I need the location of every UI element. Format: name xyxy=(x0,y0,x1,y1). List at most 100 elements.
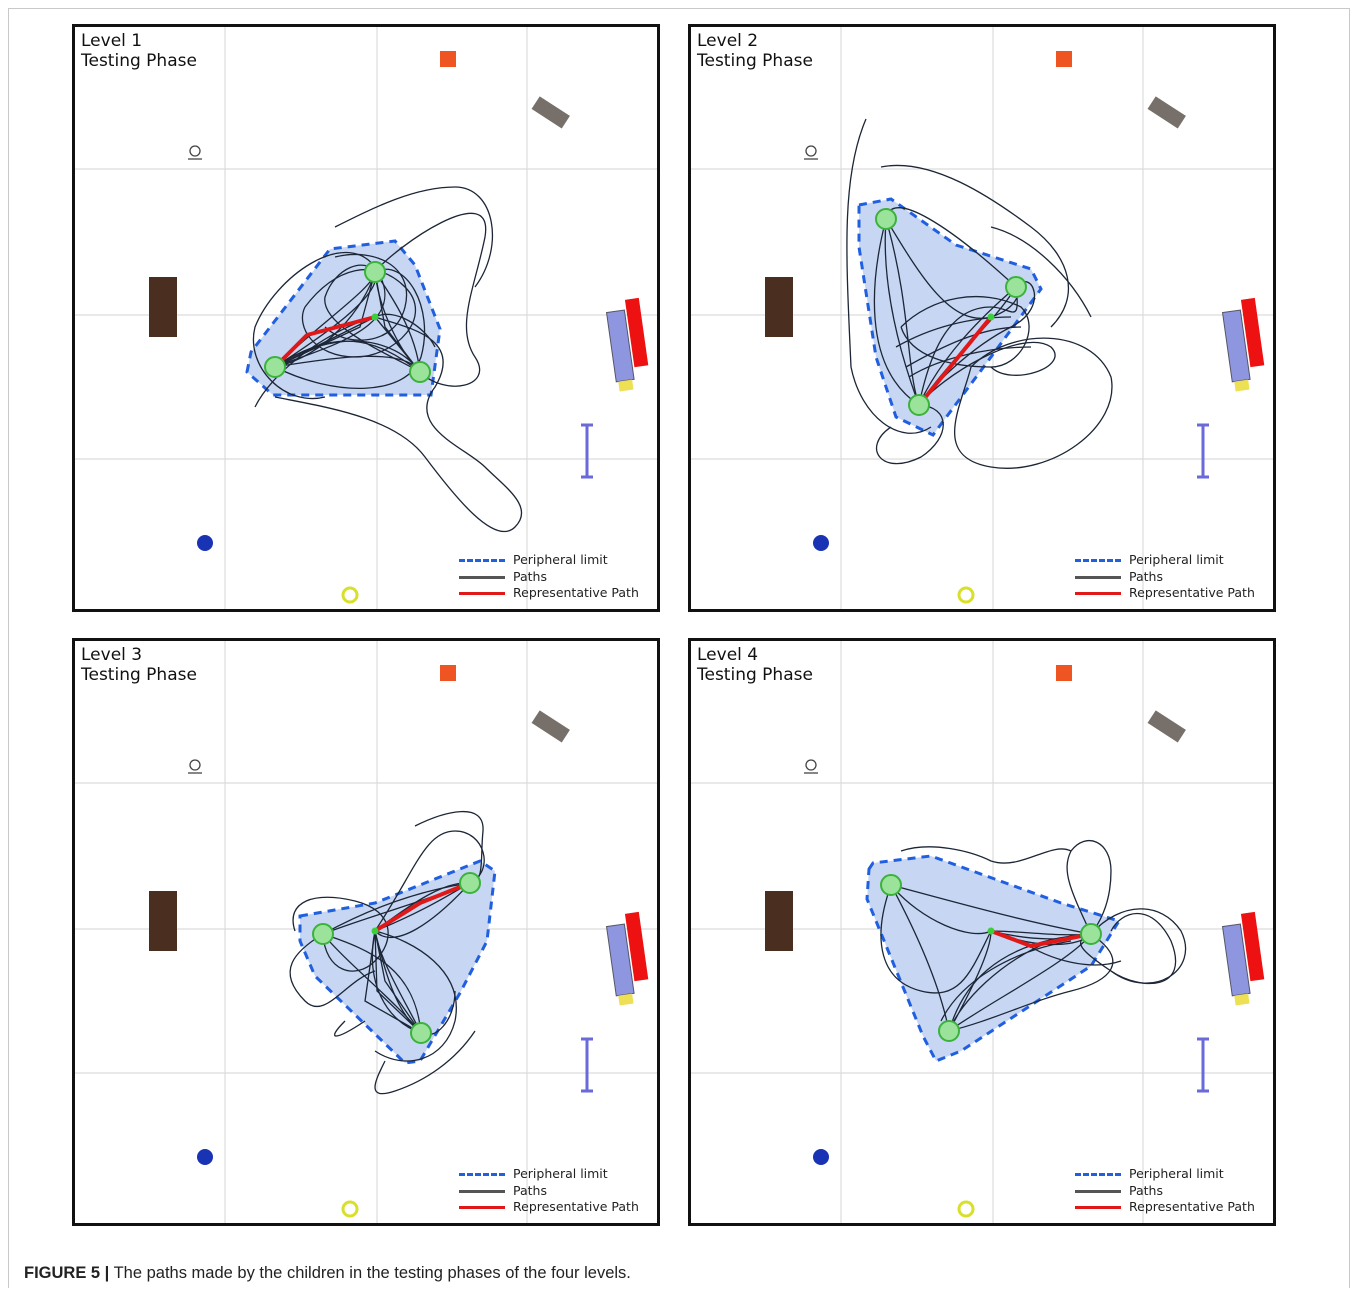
target-marker-icon xyxy=(264,356,286,378)
legend: Peripheral limit Paths Representative Pa… xyxy=(1075,552,1255,602)
target-marker-icon xyxy=(410,1022,432,1044)
start-point xyxy=(987,313,995,321)
blue-red-shelf-icon xyxy=(1221,911,1265,1006)
start-point xyxy=(371,313,379,321)
legend-label: Paths xyxy=(1129,568,1163,584)
lamp-icon xyxy=(804,759,818,774)
lamp-icon xyxy=(804,145,818,160)
legend-paths: Paths xyxy=(459,569,639,586)
legend-label: Paths xyxy=(513,1182,547,1198)
grey-bench-icon xyxy=(1147,710,1186,743)
legend-label: Peripheral limit xyxy=(513,552,608,567)
phase-label: Testing Phase xyxy=(81,51,197,71)
peripheral-limit xyxy=(298,859,497,1065)
blue-dot-icon xyxy=(197,535,213,551)
legend-peripheral: Peripheral limit xyxy=(1075,1166,1255,1183)
grey-bench-icon xyxy=(531,710,570,743)
representative-path xyxy=(990,929,1092,949)
legend-label: Peripheral limit xyxy=(1129,1166,1224,1181)
yellow-ring-icon xyxy=(957,1200,975,1218)
representative-path xyxy=(917,315,993,407)
legend-peripheral: Peripheral limit xyxy=(1075,552,1255,569)
phase-label: Testing Phase xyxy=(697,665,813,685)
peripheral-swatch xyxy=(459,1173,505,1176)
landmarks xyxy=(149,665,649,1218)
peripheral-swatch xyxy=(1075,559,1121,562)
representative-path xyxy=(273,315,376,369)
target-marker-icon xyxy=(364,261,386,283)
panel-title: Level 3 Testing Phase xyxy=(81,645,197,685)
panel-level-2: Level 2 Testing Phase Peripheral limit P… xyxy=(688,24,1276,612)
panel-title: Level 1 Testing Phase xyxy=(81,31,197,71)
yellow-ring-icon xyxy=(957,586,975,604)
phase-label: Testing Phase xyxy=(81,665,197,685)
orange-block-icon xyxy=(1056,665,1072,681)
lamp-icon xyxy=(188,759,202,774)
target-marker-icon xyxy=(875,208,897,230)
representative-swatch xyxy=(459,592,505,595)
landmarks xyxy=(149,51,649,604)
target-markers xyxy=(312,872,481,1044)
orange-block-icon xyxy=(440,665,456,681)
representative-swatch xyxy=(1075,592,1121,595)
blue-barrier-icon xyxy=(1197,1037,1209,1093)
children-paths xyxy=(846,118,1113,469)
level-label: Level 4 xyxy=(697,645,759,665)
peripheral-swatch xyxy=(1075,1173,1121,1176)
level-label: Level 1 xyxy=(81,31,143,51)
target-marker-icon xyxy=(1080,923,1102,945)
target-marker-icon xyxy=(938,1020,960,1042)
paths-swatch xyxy=(459,575,505,579)
blue-red-shelf-icon xyxy=(605,297,649,392)
legend-label: Representative Path xyxy=(513,1199,639,1214)
target-marker-icon xyxy=(1005,276,1027,298)
brown-table-icon xyxy=(765,891,793,951)
legend-label: Paths xyxy=(1129,1182,1163,1198)
blue-dot-icon xyxy=(197,1149,213,1165)
panel-title: Level 4 Testing Phase xyxy=(697,645,813,685)
legend-representative: Representative Path xyxy=(459,1199,639,1216)
scene-map xyxy=(75,641,657,1223)
grey-bench-icon xyxy=(531,96,570,129)
legend-peripheral: Peripheral limit xyxy=(459,1166,639,1183)
legend-label: Representative Path xyxy=(1129,585,1255,600)
target-marker-icon xyxy=(459,872,481,894)
paths-swatch xyxy=(459,1189,505,1193)
legend-label: Peripheral limit xyxy=(513,1166,608,1181)
legend-representative: Representative Path xyxy=(1075,585,1255,602)
level-label: Level 2 xyxy=(697,31,759,51)
legend-label: Peripheral limit xyxy=(1129,552,1224,567)
target-markers xyxy=(875,208,1027,416)
legend: Peripheral limit Paths Representative Pa… xyxy=(1075,1166,1255,1216)
orange-block-icon xyxy=(440,51,456,67)
legend: Peripheral limit Paths Representative Pa… xyxy=(459,1166,639,1216)
legend-representative: Representative Path xyxy=(1075,1199,1255,1216)
grey-bench-icon xyxy=(1147,96,1186,129)
scene-map xyxy=(691,27,1273,609)
blue-barrier-icon xyxy=(581,423,593,479)
figure-frame xyxy=(8,8,1350,1288)
yellow-ring-icon xyxy=(341,586,359,604)
paths-swatch xyxy=(1075,1189,1121,1193)
brown-table-icon xyxy=(765,277,793,337)
panel-level-3: Level 3 Testing Phase Peripheral limit P… xyxy=(72,638,660,1226)
target-marker-icon xyxy=(880,874,902,896)
legend-representative: Representative Path xyxy=(459,585,639,602)
blue-red-shelf-icon xyxy=(1221,297,1265,392)
paths-swatch xyxy=(1075,575,1121,579)
figure-caption: FIGURE 5 | The paths made by the childre… xyxy=(24,1264,631,1283)
target-marker-icon xyxy=(312,923,334,945)
legend-label: Representative Path xyxy=(513,585,639,600)
target-marker-icon xyxy=(908,394,930,416)
caption-text: The paths made by the children in the te… xyxy=(109,1264,631,1282)
representative-path xyxy=(373,881,471,933)
blue-barrier-icon xyxy=(581,1037,593,1093)
caption-label: FIGURE 5 | xyxy=(24,1264,110,1282)
legend-paths: Paths xyxy=(1075,1183,1255,1200)
legend: Peripheral limit Paths Representative Pa… xyxy=(459,552,639,602)
target-markers xyxy=(880,874,1102,1042)
legend-label: Representative Path xyxy=(1129,1199,1255,1214)
representative-swatch xyxy=(1075,1206,1121,1209)
phase-label: Testing Phase xyxy=(697,51,813,71)
legend-paths: Paths xyxy=(459,1183,639,1200)
